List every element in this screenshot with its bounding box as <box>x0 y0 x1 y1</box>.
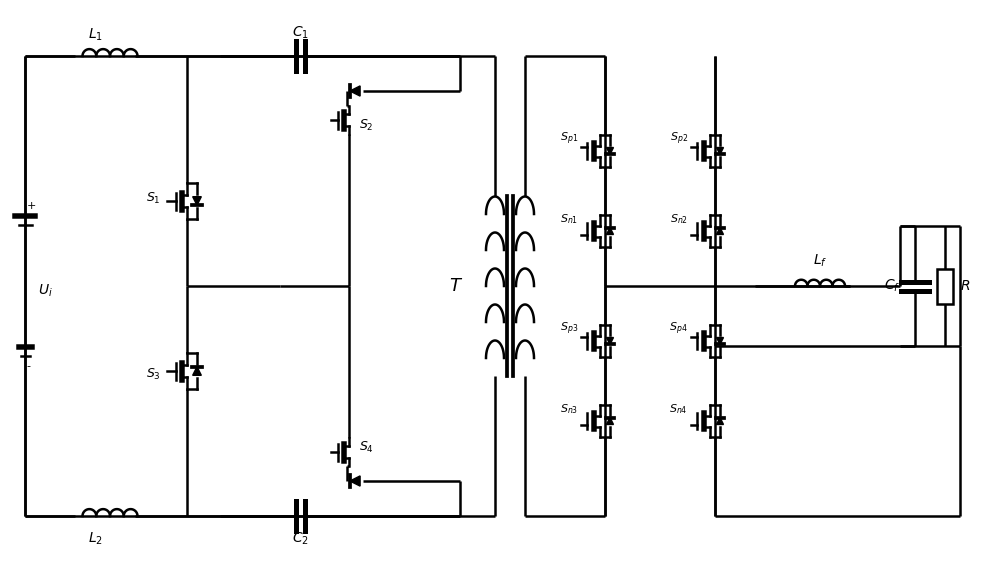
Text: $R$: $R$ <box>960 279 970 293</box>
Text: +: + <box>27 201 36 211</box>
Text: $C_1$: $C_1$ <box>292 24 308 41</box>
Polygon shape <box>607 418 613 424</box>
Polygon shape <box>350 476 360 486</box>
Bar <box>937 268 953 303</box>
Polygon shape <box>607 337 613 345</box>
Text: $S_2$: $S_2$ <box>359 118 373 132</box>
Polygon shape <box>350 86 360 96</box>
Text: T: T <box>450 277 461 295</box>
Polygon shape <box>717 228 723 234</box>
Text: $S_{p2}$: $S_{p2}$ <box>670 131 688 147</box>
Text: $S_{n2}$: $S_{n2}$ <box>670 212 688 226</box>
Polygon shape <box>193 367 201 375</box>
Text: $U_i$: $U_i$ <box>38 283 53 299</box>
Text: -: - <box>27 361 31 371</box>
Text: $S_3$: $S_3$ <box>146 366 161 381</box>
Text: $C_2$: $C_2$ <box>292 531 308 547</box>
Text: $C_f$: $C_f$ <box>884 278 900 294</box>
Polygon shape <box>717 337 723 345</box>
Text: $L_f$: $L_f$ <box>813 252 827 269</box>
Text: $S_{p3}$: $S_{p3}$ <box>560 321 578 337</box>
Text: $S_1$: $S_1$ <box>146 190 161 205</box>
Polygon shape <box>607 148 613 155</box>
Polygon shape <box>193 196 201 205</box>
Polygon shape <box>717 418 723 424</box>
Text: $L_2$: $L_2$ <box>88 531 102 547</box>
Polygon shape <box>607 228 613 234</box>
Polygon shape <box>717 148 723 155</box>
Text: $S_4$: $S_4$ <box>359 439 373 454</box>
Text: $L_1$: $L_1$ <box>88 27 102 43</box>
Text: $S_{p4}$: $S_{p4}$ <box>669 321 688 337</box>
Text: $S_{n3}$: $S_{n3}$ <box>560 402 578 416</box>
Text: $S_{p1}$: $S_{p1}$ <box>560 131 578 147</box>
Text: $S_{n4}$: $S_{n4}$ <box>669 402 688 416</box>
Text: $S_{n1}$: $S_{n1}$ <box>560 212 578 226</box>
